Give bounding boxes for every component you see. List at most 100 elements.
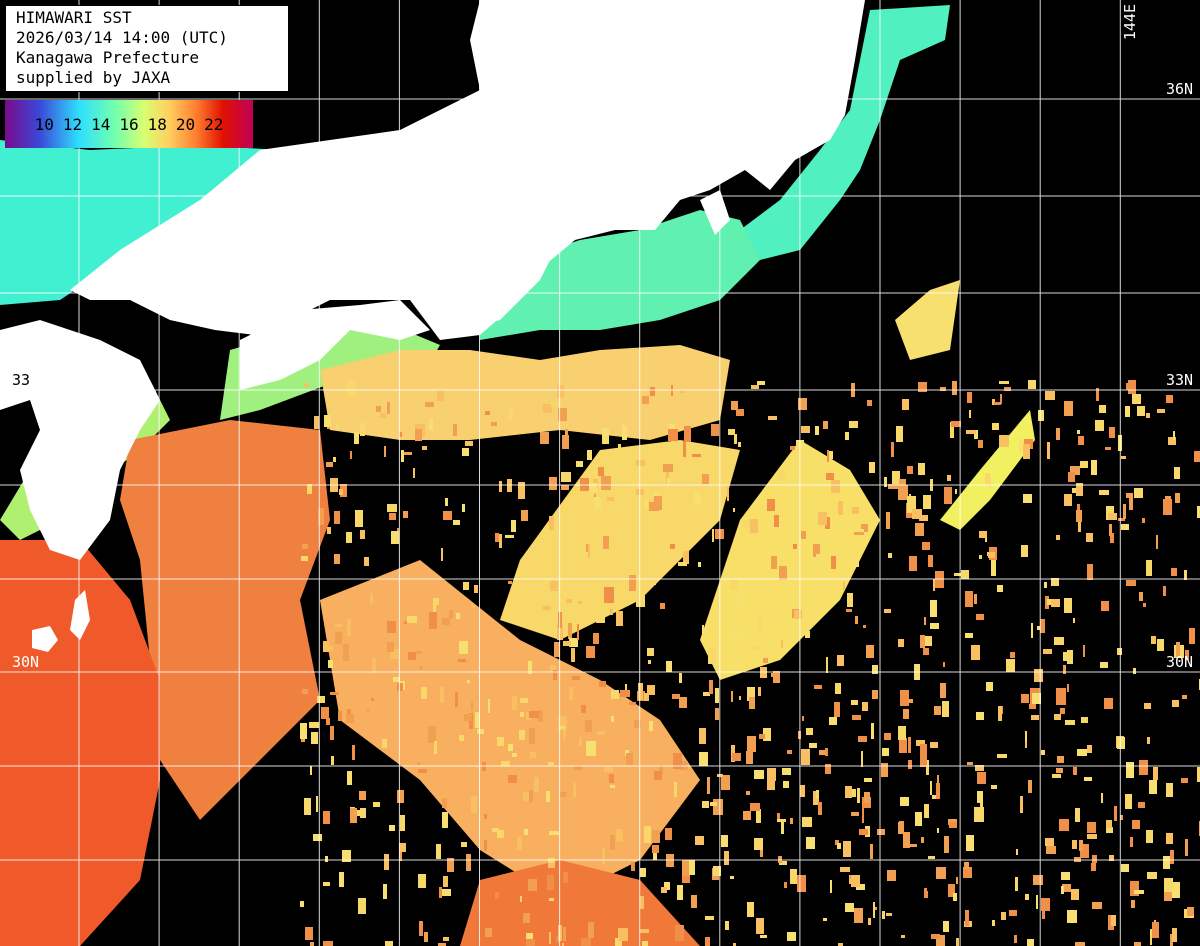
sst-pixel <box>747 736 756 752</box>
sst-pixel <box>1129 498 1133 510</box>
sst-pixel <box>862 702 868 711</box>
sst-pixel <box>588 922 594 938</box>
sst-pixel <box>936 783 940 799</box>
sst-pixel <box>898 485 908 500</box>
sst-pixel <box>746 751 753 764</box>
sst-pixel <box>529 728 535 744</box>
sst-pixel <box>1143 603 1146 607</box>
sst-pixel <box>947 475 951 481</box>
sst-pixel <box>548 762 554 765</box>
sst-pixel <box>459 735 464 741</box>
sst-pixel <box>601 476 611 490</box>
sst-pixel <box>891 442 894 457</box>
sst-pixel <box>491 422 497 426</box>
sst-pixel <box>899 738 907 753</box>
sst-pixel <box>512 696 517 710</box>
sst-pixel <box>1137 406 1145 416</box>
sst-pixel <box>607 497 614 501</box>
sst-pixel <box>1172 928 1177 942</box>
sst-pixel <box>779 861 787 865</box>
sst-pixel <box>835 683 841 694</box>
sst-pixel <box>923 636 932 646</box>
sst-pixel <box>790 818 793 824</box>
sst-pixel <box>499 481 502 492</box>
sst-pixel <box>520 712 524 717</box>
sst-pixel <box>492 828 499 832</box>
sst-pixel <box>1111 915 1116 926</box>
sst-pixel <box>872 690 878 699</box>
sst-pixel <box>774 515 779 527</box>
sst-pixel <box>887 870 896 881</box>
sst-pixel <box>654 492 659 496</box>
sst-region-yellow-north <box>320 345 730 440</box>
sst-pixel <box>862 808 864 823</box>
sst-pixel <box>385 941 393 946</box>
sst-pixel <box>801 426 810 433</box>
sst-pixel <box>563 641 571 646</box>
sst-pixel <box>609 774 614 783</box>
colorbar-label: 16 <box>119 114 139 134</box>
sst-pixel <box>616 829 623 842</box>
sst-pixel <box>557 385 564 398</box>
sst-pixel <box>304 383 309 387</box>
sst-pixel <box>813 544 820 557</box>
sst-pixel <box>389 513 396 520</box>
sst-pixel <box>1079 840 1083 851</box>
sst-pixel <box>668 429 678 441</box>
sst-pixel <box>800 785 805 797</box>
sst-pixel <box>642 941 648 946</box>
sst-pixel <box>1080 461 1088 468</box>
sst-pixel <box>937 828 939 833</box>
sst-pixel <box>453 520 460 525</box>
sst-pixel <box>873 902 875 918</box>
sst-pixel <box>1157 639 1164 651</box>
sst-pixel <box>937 775 939 788</box>
sst-pixel <box>534 777 539 792</box>
sst-pixel <box>443 937 449 941</box>
lat-label-33-left: 33 <box>12 371 31 389</box>
sst-region-yellow-east-patch <box>895 280 960 360</box>
sst-pixel <box>1077 749 1087 756</box>
sst-pixel <box>751 385 759 389</box>
sst-pixel <box>670 544 675 549</box>
sst-pixel <box>689 860 695 875</box>
sst-pixel <box>458 659 466 662</box>
sst-pixel <box>334 511 340 524</box>
sst-pixel <box>371 698 374 701</box>
sst-pixel <box>1134 942 1141 946</box>
sst-pixel <box>675 925 684 941</box>
sst-pixel <box>1114 806 1117 821</box>
sst-pixel <box>849 421 858 428</box>
sst-pixel <box>930 623 939 629</box>
sst-pixel <box>794 610 802 619</box>
sst-pixel <box>991 560 996 576</box>
sst-pixel <box>1051 578 1059 586</box>
sst-pixel <box>888 553 892 558</box>
sst-pixel <box>347 771 352 785</box>
sst-pixel <box>861 751 863 767</box>
sst-pixel <box>1171 882 1180 898</box>
sst-pixel <box>763 658 768 663</box>
sst-pixel <box>1009 910 1017 916</box>
sst-pixel <box>1109 427 1115 438</box>
sst-pixel <box>1109 524 1112 536</box>
sst-pixel <box>852 715 861 720</box>
sst-pixel <box>779 566 787 580</box>
sst-pixel <box>419 666 423 669</box>
sst-pixel <box>636 593 645 607</box>
sst-pixel <box>730 876 734 879</box>
sst-pixel <box>964 862 969 870</box>
sst-pixel <box>305 927 313 940</box>
sst-pixel <box>485 411 490 415</box>
sst-pixel <box>382 739 387 748</box>
sst-pixel <box>585 720 592 732</box>
sst-pixel <box>360 808 366 818</box>
sst-pixel <box>992 920 995 926</box>
sst-pixel <box>954 573 963 576</box>
sst-pixel <box>708 648 716 664</box>
sst-pixel <box>967 762 973 765</box>
sst-pixel <box>721 775 730 790</box>
colorbar-label: 14 <box>91 114 111 134</box>
sst-pixel <box>387 402 390 414</box>
